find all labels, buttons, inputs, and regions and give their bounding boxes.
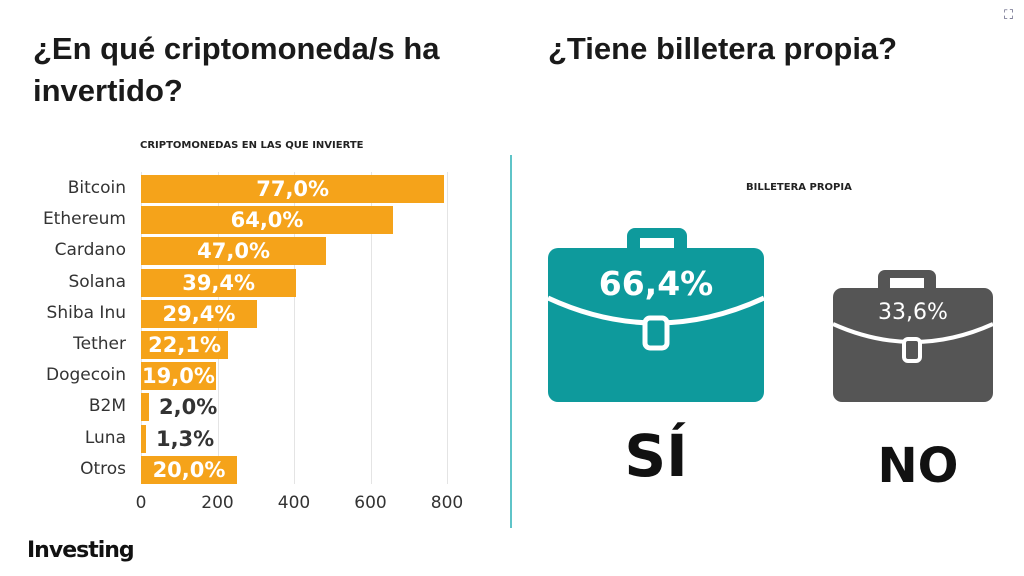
briefcase-no-icon	[832, 270, 994, 402]
category-label: Cardano	[54, 240, 126, 261]
no-label: NO	[877, 438, 959, 494]
gridline	[370, 172, 372, 484]
category-label: B2M	[88, 396, 126, 417]
data-label: 77,0%	[256, 177, 330, 201]
yes-label: SÍ	[624, 422, 688, 490]
category-label: Shiba Inu	[46, 302, 126, 323]
bar	[141, 299, 257, 328]
briefcase-yes-icon	[546, 228, 766, 402]
x-tick-label: 800	[430, 493, 464, 513]
bar	[141, 424, 146, 453]
data-label: 1,3%	[155, 426, 215, 451]
bar	[141, 455, 237, 484]
category-label: Dogecoin	[46, 365, 126, 386]
gridline	[217, 172, 219, 484]
gridline	[447, 172, 448, 484]
divider	[510, 155, 512, 528]
category-label: Ethereum	[42, 209, 126, 230]
category-label: Luna	[84, 427, 126, 448]
bar-chart-title: CRIPTOMONEDAS EN LAS QUE INVIERTE	[140, 140, 364, 151]
no-percent: 33,6%	[878, 300, 948, 325]
data-label: 2,0%	[159, 395, 218, 420]
investing-logo: Investing	[27, 538, 135, 563]
data-label: 22,1%	[148, 333, 222, 357]
bar	[141, 237, 327, 266]
data-label: 29,4%	[162, 301, 236, 326]
bar	[141, 362, 216, 391]
briefcase-chart	[546, 228, 994, 402]
data-label: 19,0%	[142, 364, 215, 389]
screenshot-icon[interactable]: ⛶	[1004, 8, 1014, 23]
x-tick-label: 200	[201, 493, 234, 513]
bar	[141, 268, 297, 297]
logo-brand: Investing	[27, 538, 135, 563]
right-title: ¿Tiene billetera propia?	[548, 31, 898, 66]
gridline	[294, 172, 295, 484]
x-tick-label: 600	[354, 493, 387, 513]
yes-percent: 66,4%	[598, 264, 714, 303]
bar	[141, 175, 445, 203]
x-tick-label: 400	[277, 493, 311, 513]
data-label: 64,0%	[230, 208, 304, 233]
category-label: Otros	[80, 458, 126, 479]
category-label: Solana	[68, 271, 126, 292]
gridline	[141, 172, 142, 484]
wallet-chart-title: BILLETERA PROPIA	[746, 182, 852, 193]
category-label: Tether	[73, 334, 126, 354]
x-tick-label: 0	[135, 493, 147, 513]
data-label: 20,0%	[152, 457, 226, 482]
bar	[141, 393, 150, 422]
data-label: 47,0%	[197, 239, 270, 264]
bar	[141, 206, 394, 235]
category-label: Bitcoin	[67, 178, 126, 198]
bar	[141, 331, 229, 359]
data-label: 39,4%	[182, 270, 256, 295]
left-title: ¿En qué criptomoneda/s ha invertido?	[33, 31, 440, 108]
